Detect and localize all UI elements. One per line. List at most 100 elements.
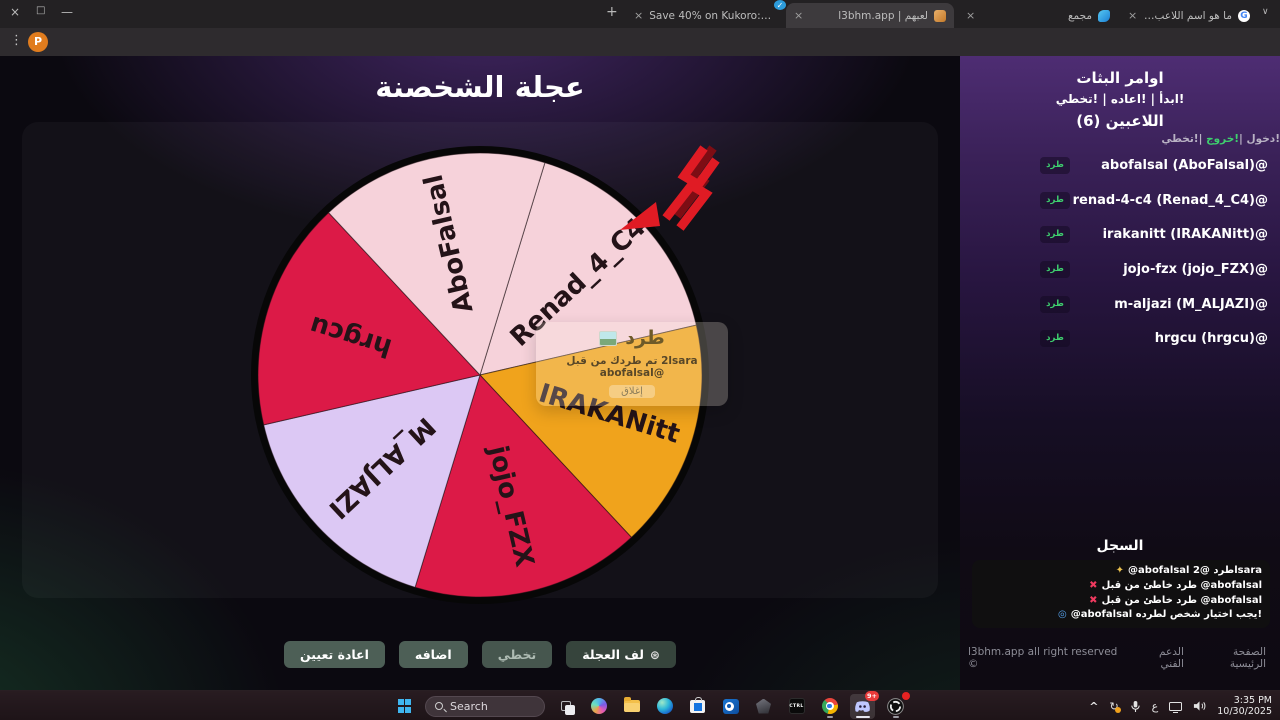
microsoft-store-button[interactable]: [685, 694, 710, 719]
log-title: السجل: [1096, 538, 1144, 554]
wheel-pointer-arrow-icon: [608, 138, 724, 246]
tab-search-chevron-icon[interactable]: ∨: [1262, 7, 1269, 17]
search-icon: [435, 702, 443, 710]
sync-tray-icon[interactable]: ↻: [1109, 699, 1121, 713]
tab-mojamma[interactable]: × مجمع: [958, 3, 1118, 28]
window-maximize-button[interactable]: □: [36, 5, 46, 16]
skip-button[interactable]: تخطي: [481, 641, 553, 668]
spin-wheel[interactable]: Renad_4_C4 IRAKANitt jojo_FZX M_ALJAZI h…: [248, 143, 712, 607]
chrome-button[interactable]: [817, 694, 842, 719]
chrome-icon: [821, 698, 838, 714]
copilot-icon: [590, 698, 607, 714]
log-entry: ✖ طرد خاطئ من قبل @abofalsal: [980, 579, 1262, 594]
taskbar-clock[interactable]: 3:35 PM 10/30/2025: [1217, 695, 1272, 717]
player-name: @irakanitt (IRAKANitt): [1102, 227, 1268, 243]
edge-button[interactable]: [652, 694, 677, 719]
log-text: @abofalsal يجب اختيار شخص لطرده!: [1070, 609, 1262, 621]
profile-avatar[interactable]: P: [28, 32, 48, 52]
clock-date: 10/30/2025: [1217, 706, 1272, 717]
player-name: @hrgcu (hrgcu): [1154, 331, 1268, 347]
wheel-segment: [414, 374, 633, 598]
player-commands-list: !دخول |!خروج |!تخطي: [1161, 133, 1280, 145]
outlook-icon: [722, 698, 739, 714]
task-view-button[interactable]: [553, 694, 578, 719]
player-row: طرد @irakanitt (IRAKANitt): [960, 217, 1280, 252]
sidebar: اوامر البثات !ابدأ | !اعاده | !تخطي اللا…: [960, 56, 1280, 690]
kick-button[interactable]: طرد: [1040, 226, 1070, 244]
verified-badge-favicon: ✓: [774, 0, 786, 10]
kick-button[interactable]: طرد: [1040, 260, 1070, 278]
new-tab-button[interactable]: +: [606, 4, 618, 20]
copilot-button[interactable]: [586, 694, 611, 719]
tab-l3bhm-active[interactable]: × l3bhm.app | لعبهم: [786, 3, 954, 28]
window-close-button[interactable]: ×: [10, 5, 21, 19]
target-icon: ◎: [1058, 609, 1067, 621]
tab-title: l3bhm.app | لعبهم: [838, 9, 928, 22]
wheel-icon: ⊛: [649, 647, 660, 662]
blue-app-favicon: [1098, 9, 1110, 22]
search-placeholder: Search: [450, 699, 488, 713]
broken-image-icon: [599, 330, 618, 346]
microphone-icon[interactable]: [1130, 700, 1141, 713]
file-explorer-button[interactable]: [619, 694, 644, 719]
join-command: !دخول: [1246, 133, 1280, 145]
support-link[interactable]: الدعم الفني: [1159, 646, 1184, 670]
tab-title: ما هو اسم اللاعب مونتيلا - Search: [1143, 9, 1232, 22]
spin-wheel-button[interactable]: لف العجلة ⊛: [566, 641, 676, 668]
ctrl-app-button[interactable]: CTRL: [784, 694, 809, 719]
tab-google-search[interactable]: × ما هو اسم اللاعب مونتيلا - Search G: [1120, 3, 1258, 28]
windows-taskbar: Search CTRL 9+ ^ ↻: [0, 690, 1280, 720]
task-view-icon: [560, 701, 575, 715]
start-button[interactable]: [392, 694, 417, 719]
tab-close-icon[interactable]: ×: [1128, 9, 1138, 22]
kick-button[interactable]: طرد: [1040, 191, 1070, 209]
tab-title: مجمع: [1067, 9, 1092, 22]
taskbar-search[interactable]: Search: [425, 695, 545, 717]
tab-close-icon[interactable]: ×: [966, 9, 976, 22]
home-link[interactable]: الصفحة الرئيسية: [1229, 646, 1266, 670]
language-indicator[interactable]: ع: [1151, 699, 1159, 713]
add-button[interactable]: اضافه: [398, 641, 468, 668]
browser-menu-icon[interactable]: ⋮: [10, 33, 23, 48]
tab-close-icon[interactable]: ×: [634, 9, 644, 22]
copyright-text: l3bhm.app all right reserved ©: [968, 646, 1118, 670]
toast-close-button[interactable]: إغلاق: [609, 385, 655, 398]
outlook-button[interactable]: [718, 694, 743, 719]
reset-button[interactable]: اعادة تعيين: [284, 641, 385, 668]
kick-button[interactable]: طرد: [1040, 330, 1070, 348]
wheel-segment: [257, 211, 481, 426]
google-favicon: G: [1238, 9, 1250, 22]
kick-toast: طرد 2lsara تم طردك من قبل @abofalsal إغل…: [536, 322, 728, 406]
tab-kukoro[interactable]: × Save 40% on Kukoro: Stream ch... ✓: [626, 0, 786, 28]
toast-message: 2lsara تم طردك من قبل @abofalsal: [566, 355, 698, 379]
clock-time: 3:35 PM: [1233, 695, 1272, 706]
stream-commands-list: !ابدأ | !اعاده | !تخطي: [1055, 92, 1185, 106]
log-panel: ✦ @abofalsal طرد @2lsara ✖ طرد خاطئ من قبل…: [972, 560, 1270, 628]
wheel-segment: [327, 152, 546, 376]
kick-event-icon: ✦: [1115, 565, 1125, 576]
tab-close-icon[interactable]: ×: [794, 9, 804, 22]
discord-notification-badge: 9+: [865, 690, 879, 701]
discord-button[interactable]: 9+: [850, 690, 879, 719]
player-row: طرد @jojo-fzx (jojo_FZX): [960, 252, 1280, 287]
tray-chevron-icon[interactable]: ^: [1089, 699, 1099, 713]
dark-app-button[interactable]: [751, 694, 776, 719]
discord-icon: [855, 700, 870, 712]
kick-button[interactable]: طرد: [1040, 156, 1070, 174]
window-minimize-button[interactable]: —: [61, 5, 73, 19]
network-icon[interactable]: [1169, 701, 1183, 713]
toast-title: طرد: [625, 327, 665, 349]
kick-button[interactable]: طرد: [1040, 295, 1070, 313]
log-entry: ✖ طرد خاطئ من قبل @abofalsal: [980, 594, 1262, 609]
store-icon: [690, 696, 705, 713]
player-row: طرد @hrgcu (hrgcu): [960, 321, 1280, 356]
skip-command: !تخطي: [1161, 133, 1199, 145]
obs-button[interactable]: [883, 691, 910, 719]
player-name: @renad-4-c4 (Renad_4_C4): [1072, 192, 1268, 208]
volume-icon[interactable]: [1193, 700, 1206, 712]
player-name: @m-aljazi (M_ALJAZI): [1114, 296, 1268, 312]
players-title: اللاعبين (6): [1076, 112, 1164, 130]
log-text: @abofalsal طرد @2lsara: [1128, 565, 1262, 576]
page-title: عجلة الشخصنة: [375, 70, 585, 104]
